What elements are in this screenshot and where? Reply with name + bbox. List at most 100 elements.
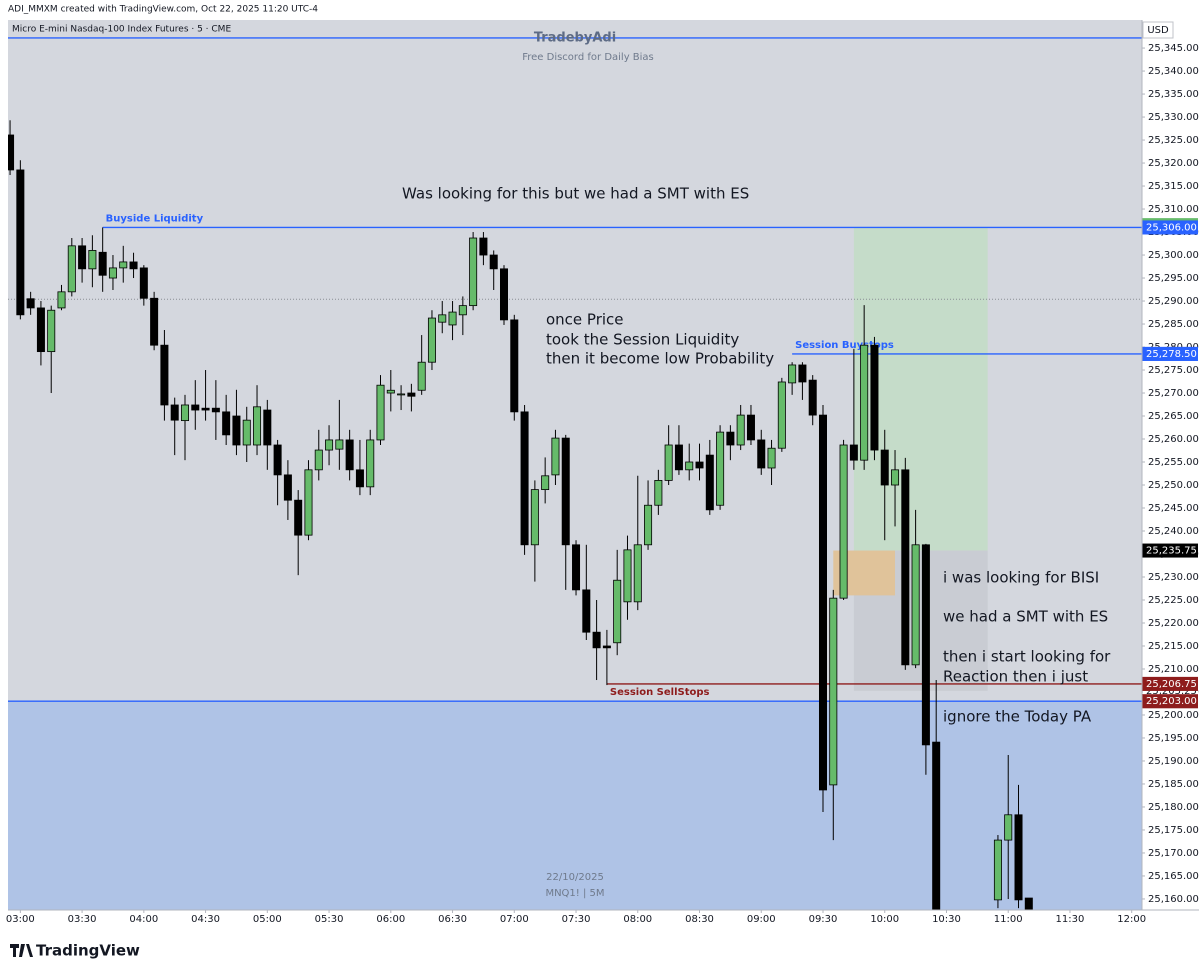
candle-body <box>397 393 406 396</box>
candle-body <box>458 305 467 316</box>
y-tick-label: 25,245.00 <box>1148 503 1199 514</box>
y-tick-label: 25,165.00 <box>1148 871 1199 882</box>
candle-body <box>716 431 725 506</box>
candle-body <box>191 404 200 411</box>
candle-body <box>294 499 303 536</box>
y-tick-label: 25,265.00 <box>1148 411 1199 422</box>
overlay: Micro E-mini Nasdaq-100 Index Futures · … <box>12 25 1111 900</box>
price-tag-label: 25,306.00 <box>1146 222 1197 233</box>
price-tag <box>1142 543 1198 558</box>
x-tick-label: 11:30 <box>1056 914 1085 925</box>
candle-body <box>654 480 663 506</box>
candle-body <box>644 504 653 546</box>
candle-body <box>78 245 87 270</box>
candle-body <box>108 267 117 279</box>
candle-body <box>726 431 735 446</box>
candle-body <box>150 297 159 346</box>
watermark-subtitle: Free Discord for Daily Bias <box>522 52 654 63</box>
y-tick-label: 25,250.00 <box>1148 480 1199 491</box>
y-tick-label: 25,335.00 <box>1148 89 1199 100</box>
watermark-date: 22/10/2025 <box>546 872 604 883</box>
candle-body <box>345 439 354 471</box>
candle-body <box>829 597 838 786</box>
y-tick-label: 25,310.00 <box>1148 204 1199 215</box>
currency-box <box>1142 21 1174 39</box>
candle-body <box>674 444 683 471</box>
y-tick-label: 25,175.00 <box>1148 825 1199 836</box>
candle-body <box>736 414 745 446</box>
candle-body <box>386 389 395 394</box>
x-tick-label: 10:30 <box>932 914 961 925</box>
x-tick-label: 06:30 <box>438 914 467 925</box>
candle-body <box>572 544 581 591</box>
candle-body <box>407 392 416 397</box>
candle-body <box>633 544 642 603</box>
y-tick-label: 25,330.00 <box>1148 112 1199 123</box>
candle-body <box>88 250 97 270</box>
x-tick-label: 09:00 <box>747 914 776 925</box>
y-tick-label: 25,260.00 <box>1148 434 1199 445</box>
candle-body <box>201 407 210 411</box>
candle-body <box>67 245 76 293</box>
candle-body <box>613 579 622 644</box>
annotation: i was looking for BISI <box>943 569 1099 587</box>
candle-body <box>355 469 364 488</box>
candle-body <box>314 449 323 471</box>
candle-body <box>520 411 529 546</box>
x-tick-label: 09:30 <box>809 914 838 925</box>
x-tick-label: 04:00 <box>129 914 158 925</box>
y-tick-label: 25,160.00 <box>1148 894 1199 905</box>
level-label: Session Buystops <box>795 340 894 351</box>
annotation: then it become low Probability <box>546 350 774 368</box>
y-tick-label: 25,345.00 <box>1148 43 1199 54</box>
candle-body <box>870 344 879 451</box>
candle-body <box>47 309 56 353</box>
candle-body <box>129 261 138 270</box>
y-tick-label: 25,270.00 <box>1148 388 1199 399</box>
candle-body <box>623 549 632 603</box>
candle-body <box>685 461 694 471</box>
candle-body <box>757 439 766 469</box>
candle-body <box>160 344 169 406</box>
candle-body <box>211 407 220 413</box>
candle-body <box>139 267 148 299</box>
brand: TradingView <box>36 942 140 960</box>
level-label: Session SellStops <box>610 687 710 698</box>
y-tick-label: 25,170.00 <box>1148 848 1199 859</box>
y-tick-label: 25,200.00 <box>1148 710 1199 721</box>
candle-body <box>808 379 817 416</box>
candle-body <box>860 344 869 461</box>
y-tick-label: 25,215.00 <box>1148 641 1199 652</box>
y-tick-label: 25,180.00 <box>1148 802 1199 813</box>
candle-body <box>1004 814 1013 841</box>
x-tick-label: 03:00 <box>6 914 35 925</box>
y-tick-label: 25,240.00 <box>1148 526 1199 537</box>
candle-body <box>818 414 827 791</box>
price-tag-label: 25,235.75 <box>1146 546 1197 557</box>
candle-body <box>746 414 755 441</box>
price-tag-label: 25,206.75 <box>1146 679 1197 690</box>
candle-body <box>180 404 189 422</box>
candle-body <box>839 444 848 599</box>
candle-body <box>304 469 313 536</box>
x-tick-label: 08:00 <box>623 914 652 925</box>
x-tick-label: 12:00 <box>1117 914 1146 925</box>
candle-body <box>530 489 539 546</box>
candle-body <box>335 439 344 450</box>
candle-body <box>664 444 673 481</box>
plot-layer: Buyside Liquidity Session Buystops Session… <box>8 37 1142 910</box>
candle-body <box>582 589 591 633</box>
x-tick-label: 10:00 <box>870 914 899 925</box>
annotation: took the Session Liquidity <box>546 331 739 349</box>
annotation: Reaction then i just <box>943 668 1088 686</box>
candle-body <box>592 631 601 649</box>
shaded-area <box>8 701 1142 910</box>
y-tick-label: 25,225.00 <box>1148 595 1199 606</box>
price-tag <box>1142 694 1198 709</box>
y-tick-label: 25,275.00 <box>1148 365 1199 376</box>
annotation: Was looking for this but we had a SMT wi… <box>402 185 749 203</box>
y-tick-label: 25,185.00 <box>1148 779 1199 790</box>
candle-body <box>705 454 714 511</box>
candle-body <box>448 311 457 326</box>
